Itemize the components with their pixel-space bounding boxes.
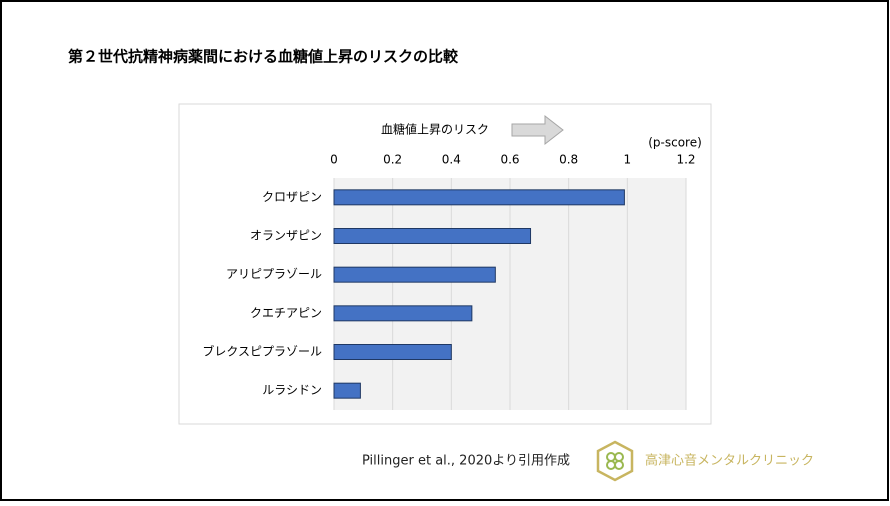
- y-tick-label: ルラシドン: [262, 383, 322, 397]
- logo-leaf: [614, 460, 624, 470]
- y-tick-label: ブレクスピプラゾール: [202, 344, 322, 359]
- bar: [333, 344, 452, 360]
- source: Pillinger et al., 2020より引用作成: [362, 454, 570, 469]
- bar: [333, 228, 532, 244]
- x-tick-label: 0.6: [500, 153, 519, 167]
- y-tick-label: クエチアピン: [250, 306, 322, 320]
- y-tick-label: アリピプラゾール: [226, 267, 322, 281]
- x-tick-label: 1.2: [676, 153, 695, 167]
- logo-hexagon: [596, 440, 634, 482]
- brand: 高津心音メンタルクリニック: [645, 453, 814, 469]
- bar: [333, 189, 625, 206]
- chart-title: 第２世代抗精神病薬間における血糖値上昇のリスクの比較: [68, 48, 459, 66]
- bar: [333, 305, 473, 322]
- logo: [596, 440, 634, 482]
- y-tick-label: オランザピン: [250, 229, 322, 243]
- bar: [333, 382, 361, 399]
- y-tick-label: クロザピン: [262, 190, 322, 204]
- x-tick-label: 0.2: [383, 153, 402, 167]
- x-tick-label: 0: [330, 153, 338, 167]
- arrow: [511, 114, 564, 146]
- x-tick-label: 1: [624, 153, 632, 167]
- annotation: 血糖値上昇のリスク: [381, 122, 489, 137]
- x-tick-label: 0.4: [442, 153, 461, 167]
- x-tick-label: 0.8: [559, 153, 578, 167]
- x-axis-label: (p-score): [648, 136, 702, 150]
- bar: [333, 266, 496, 283]
